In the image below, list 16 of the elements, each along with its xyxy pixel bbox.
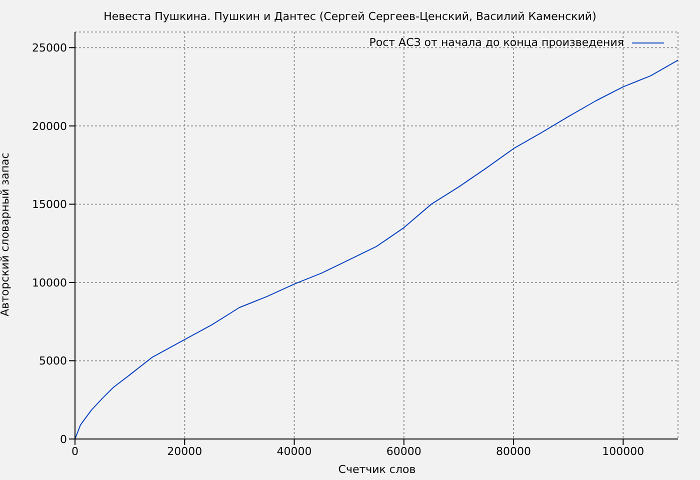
y-axis-title: Авторский словарный запас — [0, 152, 12, 318]
y-tick-label: 5000 — [39, 354, 67, 368]
x-tick-label: 40000 — [276, 444, 312, 458]
y-tick-label: 20000 — [32, 120, 67, 133]
x-tick-label: 80000 — [496, 444, 532, 458]
chart-title: Невеста Пушкина. Пушкин и Дантес (Сергей Сергеев-Ценский, Василий Каменский) — [102, 10, 598, 23]
y-tick-label: 0 — [60, 432, 67, 446]
x-tick-label: 20000 — [167, 444, 202, 458]
x-tick-label: 60000 — [386, 444, 422, 458]
y-tick-label: 10000 — [32, 276, 67, 290]
x-axis-title: Счетчик слов — [337, 463, 417, 476]
x-tick-label: 0 — [72, 444, 78, 458]
y-tick-label: 15000 — [32, 198, 67, 212]
x-tick-label: 100000 — [602, 444, 644, 458]
legend-label: Рост АСЗ от начала до конца произведения — [369, 36, 624, 49]
y-tick-label: 25000 — [32, 42, 67, 55]
